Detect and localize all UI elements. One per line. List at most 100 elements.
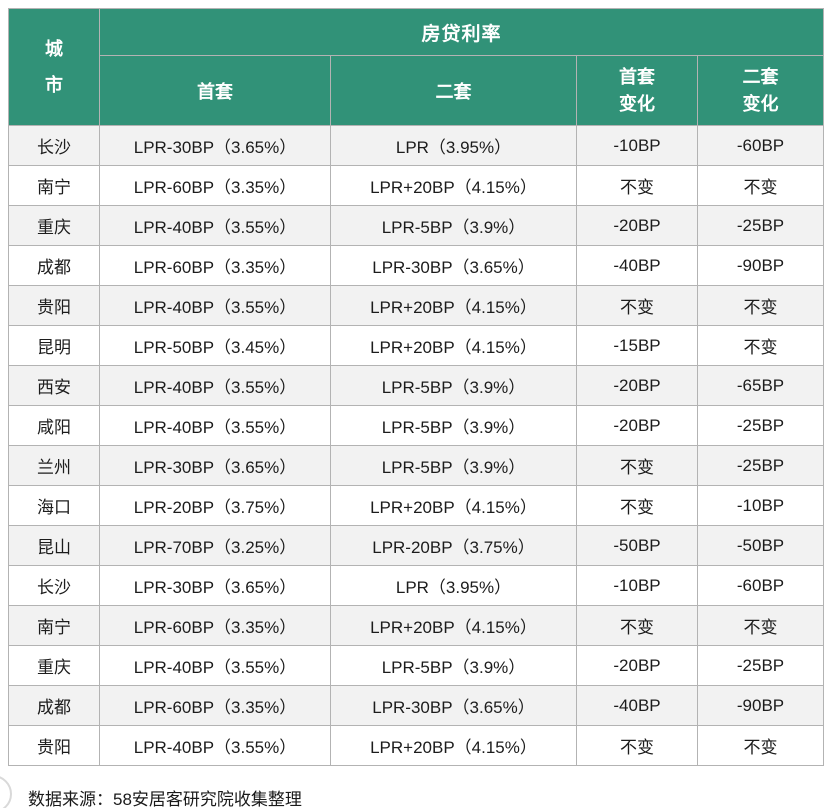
column-header-first-home: 首套 bbox=[99, 55, 331, 126]
cell-second-home-change: -90BP bbox=[696, 245, 825, 286]
cell-first-home-change: 不变 bbox=[576, 605, 698, 646]
mortgage-rate-table: 城 市 房贷利率 首套 二套 首套 变化 二套 变化 长沙 LPR-30BP（3.… bbox=[8, 8, 825, 766]
table-row: 贵阳 LPR-40BP（3.55%） LPR+20BP（4.15%） 不变 不变 bbox=[8, 285, 825, 326]
cell-first-home-change: -40BP bbox=[576, 685, 698, 726]
cell-city: 贵阳 bbox=[8, 725, 100, 766]
table-row: 昆山 LPR-70BP（3.25%） LPR-20BP（3.75%） -50BP -50… bbox=[8, 525, 825, 566]
group-header-mortgage-rate: 房贷利率 bbox=[98, 8, 825, 56]
cell-second-home-change: -25BP bbox=[696, 645, 825, 686]
cell-first-home-rate: LPR-40BP（3.55%） bbox=[99, 405, 331, 446]
cell-first-home-change: -20BP bbox=[576, 365, 698, 406]
cell-second-home-rate: LPR-5BP（3.9%） bbox=[330, 645, 577, 686]
cell-second-home-change: -10BP bbox=[696, 485, 825, 526]
cell-city: 南宁 bbox=[8, 165, 100, 206]
cell-second-home-rate: LPR-20BP（3.75%） bbox=[330, 525, 577, 566]
cell-first-home-rate: LPR-30BP（3.65%） bbox=[99, 445, 331, 486]
table-row: 南宁 LPR-60BP（3.35%） LPR+20BP（4.15%） 不变 不变 bbox=[8, 165, 825, 206]
table-row: 兰州 LPR-30BP（3.65%） LPR-5BP（3.9%） 不变 -25BP bbox=[8, 445, 825, 486]
logo-circle-icon bbox=[0, 775, 12, 808]
cell-first-home-change: -20BP bbox=[576, 405, 698, 446]
column-header-second-home-change: 二套 变化 bbox=[696, 55, 825, 126]
cell-second-home-rate: LPR-5BP（3.9%） bbox=[330, 445, 577, 486]
cell-first-home-rate: LPR-60BP（3.35%） bbox=[99, 165, 331, 206]
cell-first-home-change: -15BP bbox=[576, 325, 698, 366]
table-row: 咸阳 LPR-40BP（3.55%） LPR-5BP（3.9%） -20BP -25BP bbox=[8, 405, 825, 446]
cell-second-home-rate: LPR-30BP（3.65%） bbox=[330, 685, 577, 726]
cell-first-home-rate: LPR-70BP（3.25%） bbox=[99, 525, 331, 566]
cell-second-home-change: 不变 bbox=[696, 725, 825, 766]
cell-first-home-change: 不变 bbox=[576, 725, 698, 766]
second-change-line2: 变化 bbox=[742, 93, 779, 114]
city-header-line1: 城 bbox=[45, 39, 63, 59]
source-text: 数据来源：58安居客研究院收集整理 bbox=[28, 789, 302, 808]
cell-first-home-change: -40BP bbox=[576, 245, 698, 286]
cell-second-home-rate: LPR+20BP（4.15%） bbox=[330, 485, 577, 526]
table-row: 重庆 LPR-40BP（3.55%） LPR-5BP（3.9%） -20BP -25BP bbox=[8, 205, 825, 246]
column-header-first-home-change: 首套 变化 bbox=[576, 55, 698, 126]
header-row-columns: 首套 二套 首套 变化 二套 变化 bbox=[9, 55, 825, 126]
city-header-line2: 市 bbox=[45, 75, 63, 95]
cell-city: 贵阳 bbox=[8, 285, 100, 326]
cell-city: 成都 bbox=[8, 685, 100, 726]
cell-first-home-change: -50BP bbox=[576, 525, 698, 566]
cell-second-home-change: 不变 bbox=[696, 325, 825, 366]
first-change-line1: 首套 bbox=[619, 66, 655, 87]
cell-first-home-rate: LPR-50BP（3.45%） bbox=[99, 325, 331, 366]
cell-city: 长沙 bbox=[8, 125, 100, 166]
cell-second-home-change: -90BP bbox=[696, 685, 825, 726]
cell-second-home-change: -25BP bbox=[696, 445, 825, 486]
cell-city: 西安 bbox=[8, 365, 100, 406]
cell-second-home-change: -25BP bbox=[696, 205, 825, 246]
first-change-line2: 变化 bbox=[619, 93, 655, 114]
cell-second-home-change: -60BP bbox=[696, 565, 825, 606]
column-header-second-home: 二套 bbox=[330, 55, 577, 126]
table-row: 西安 LPR-40BP（3.55%） LPR-5BP（3.9%） -20BP -65BP bbox=[8, 365, 825, 406]
table-row: 长沙 LPR-30BP（3.65%） LPR（3.95%） -10BP -60BP bbox=[8, 565, 825, 606]
cell-first-home-rate: LPR-40BP（3.55%） bbox=[99, 205, 331, 246]
cell-first-home-change: 不变 bbox=[576, 285, 698, 326]
cell-city: 昆明 bbox=[8, 325, 100, 366]
cell-second-home-change: 不变 bbox=[696, 285, 825, 326]
cell-first-home-rate: LPR-20BP（3.75%） bbox=[99, 485, 331, 526]
cell-second-home-rate: LPR+20BP（4.15%） bbox=[330, 325, 577, 366]
table-row: 贵阳 LPR-40BP（3.55%） LPR+20BP（4.15%） 不变 不变 bbox=[8, 725, 825, 766]
cell-city: 咸阳 bbox=[8, 405, 100, 446]
cell-first-home-rate: LPR-60BP（3.35%） bbox=[99, 605, 331, 646]
table-row: 成都 LPR-60BP（3.35%） LPR-30BP（3.65%） -40BP -90… bbox=[8, 685, 825, 726]
cell-city: 长沙 bbox=[8, 565, 100, 606]
cell-second-home-change: -25BP bbox=[696, 405, 825, 446]
table-row: 昆明 LPR-50BP（3.45%） LPR+20BP（4.15%） -15BP 不变 bbox=[8, 325, 825, 366]
cell-second-home-rate: LPR（3.95%） bbox=[330, 565, 577, 606]
cell-second-home-rate: LPR+20BP（4.15%） bbox=[330, 605, 577, 646]
cell-city: 重庆 bbox=[8, 645, 100, 686]
cell-second-home-change: 不变 bbox=[696, 605, 825, 646]
table-row: 南宁 LPR-60BP（3.35%） LPR+20BP（4.15%） 不变 不变 bbox=[8, 605, 825, 646]
cell-city: 昆山 bbox=[8, 525, 100, 566]
cell-city: 兰州 bbox=[8, 445, 100, 486]
cell-city: 成都 bbox=[8, 245, 100, 286]
cell-first-home-change: -10BP bbox=[576, 565, 698, 606]
cell-city: 海口 bbox=[8, 485, 100, 526]
cell-second-home-rate: LPR+20BP（4.15%） bbox=[330, 165, 577, 206]
cell-first-home-change: -20BP bbox=[576, 205, 698, 246]
cell-second-home-rate: LPR-5BP（3.9%） bbox=[330, 205, 577, 246]
table-body: 长沙 LPR-30BP（3.65%） LPR（3.95%） -10BP -60BP 南宁 L… bbox=[8, 125, 825, 766]
table-row: 海口 LPR-20BP（3.75%） LPR+20BP（4.15%） 不变 -10BP bbox=[8, 485, 825, 526]
header-row-group: 城 市 房贷利率 bbox=[8, 8, 825, 126]
cell-second-home-change: -50BP bbox=[696, 525, 825, 566]
table-row: 长沙 LPR-30BP（3.65%） LPR（3.95%） -10BP -60BP bbox=[8, 125, 825, 166]
cell-second-home-change: 不变 bbox=[696, 165, 825, 206]
cell-city: 南宁 bbox=[8, 605, 100, 646]
cell-first-home-rate: LPR-40BP（3.55%） bbox=[99, 365, 331, 406]
cell-first-home-rate: LPR-60BP（3.35%） bbox=[99, 245, 331, 286]
cell-first-home-rate: LPR-40BP（3.55%） bbox=[99, 725, 331, 766]
cell-second-home-rate: LPR+20BP（4.15%） bbox=[330, 725, 577, 766]
cell-first-home-rate: LPR-60BP（3.35%） bbox=[99, 685, 331, 726]
table-row: 重庆 LPR-40BP（3.55%） LPR-5BP（3.9%） -20BP -25BP bbox=[8, 645, 825, 686]
column-header-city: 城 市 bbox=[8, 8, 100, 126]
cell-first-home-change: 不变 bbox=[576, 445, 698, 486]
cell-first-home-change: 不变 bbox=[576, 485, 698, 526]
source-note: 数据来源：58安居客研究院收集整理 bbox=[0, 775, 829, 808]
cell-city: 重庆 bbox=[8, 205, 100, 246]
